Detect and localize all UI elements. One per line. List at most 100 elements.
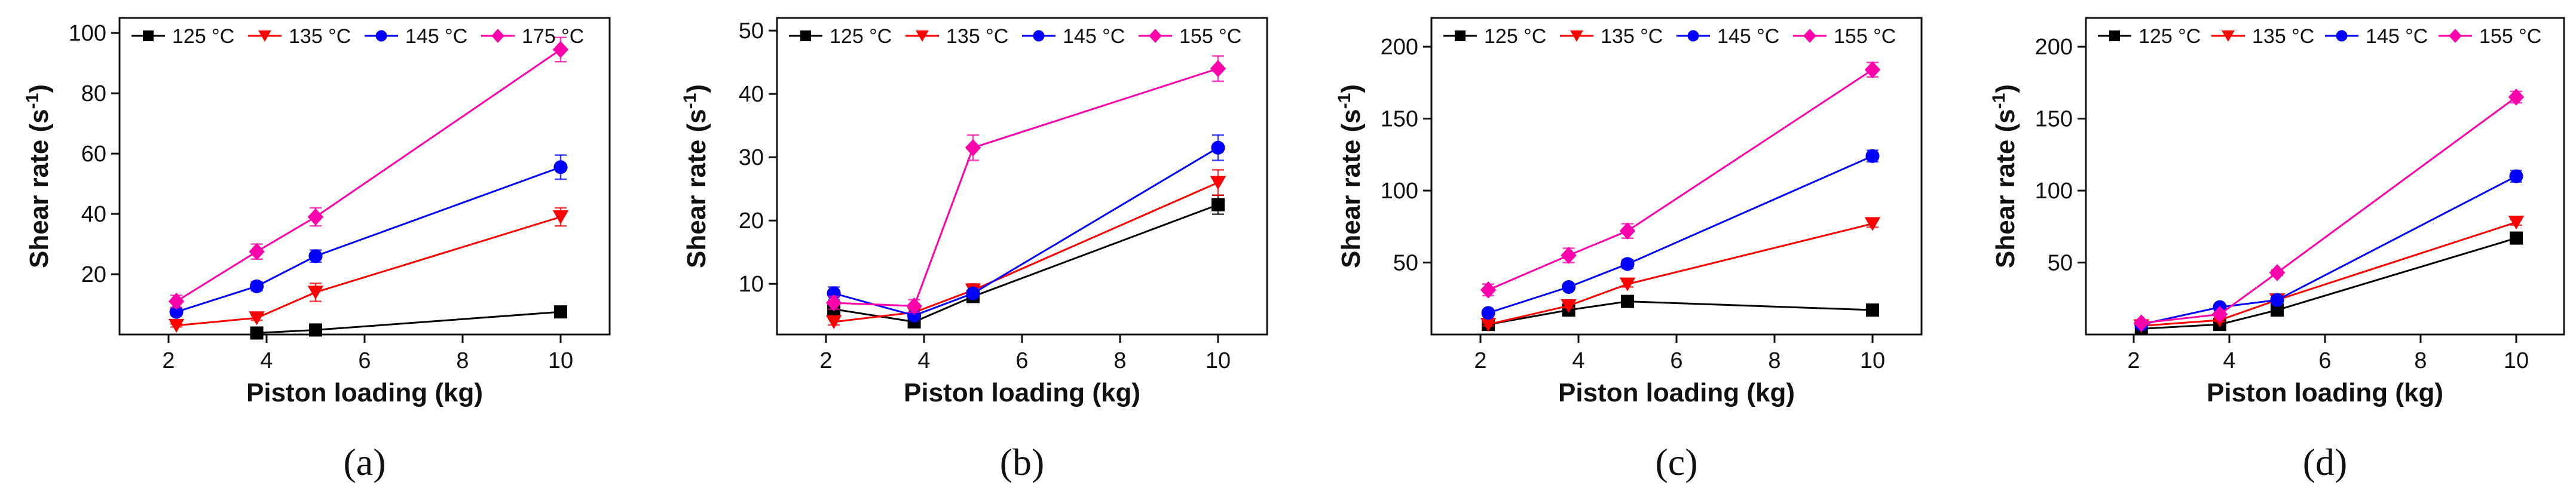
- x-tick-label: 10: [1206, 348, 1231, 373]
- series-line: [256, 311, 561, 334]
- x-axis-title: Piston loading (kg): [2207, 378, 2443, 407]
- data-point: [966, 286, 980, 300]
- y-tick-label: 20: [81, 262, 106, 287]
- data-point: [552, 41, 569, 59]
- legend-item: 125 °C: [1443, 25, 1546, 48]
- legend-label: 145 °C: [1717, 25, 1779, 48]
- series-145C: [2134, 169, 2523, 332]
- data-point: [554, 305, 567, 319]
- series-line: [1488, 223, 1873, 326]
- series-line: [1488, 155, 1873, 314]
- data-point: [2508, 216, 2525, 230]
- series-line: [176, 48, 561, 302]
- y-tick-label: 50: [2048, 251, 2073, 276]
- x-tick-label: 4: [260, 348, 273, 373]
- data-point: [2510, 231, 2523, 245]
- series-155C: [2133, 88, 2525, 332]
- legend-marker: [375, 30, 387, 42]
- data-point: [1864, 217, 1881, 231]
- panel-label: (d): [2303, 441, 2348, 483]
- series-line: [2141, 175, 2517, 326]
- x-tick-label: 2: [2127, 348, 2140, 373]
- series-line: [1488, 300, 1873, 326]
- legend-item: 155 °C: [1793, 25, 1896, 48]
- y-tick-label: 150: [2035, 107, 2073, 132]
- data-point: [2509, 169, 2523, 183]
- x-axis-title: Piston loading (kg): [246, 378, 483, 407]
- legend-label: 125 °C: [1484, 25, 1546, 48]
- x-tick-label: 2: [1474, 348, 1486, 373]
- panel-b: 2 4 6 8 10 10 20 30 40 50 Piston loading (kg) Shear…: [680, 17, 1268, 483]
- plot-frame: [1430, 17, 1923, 336]
- series-line: [833, 182, 1219, 323]
- legend-label: 125 °C: [2138, 25, 2201, 48]
- legend-label: 155 °C: [1179, 25, 1241, 48]
- series-145C: [1481, 149, 1880, 320]
- y-tick-label: 200: [1381, 35, 1418, 60]
- legend-item: 125 °C: [2098, 25, 2201, 48]
- legend-item: 125 °C: [131, 25, 234, 48]
- y-tick-label: 20: [739, 208, 764, 234]
- data-point: [1210, 176, 1226, 190]
- data-point: [1619, 277, 1636, 292]
- legend-marker: [1455, 30, 1466, 41]
- data-point: [250, 326, 264, 340]
- data-point: [307, 208, 324, 226]
- x-tick-label: 4: [917, 348, 930, 373]
- series-line: [2141, 96, 2517, 324]
- x-tick-label: 4: [1572, 348, 1584, 373]
- series-line: [176, 166, 561, 313]
- data-point: [2270, 293, 2284, 307]
- legend-marker: [491, 29, 504, 43]
- y-axis-title: Shear rate (s-1): [1989, 84, 2020, 268]
- legend-label: 135 °C: [1601, 25, 1663, 48]
- data-point: [965, 139, 981, 157]
- legend-item: 145 °C: [1022, 25, 1125, 48]
- data-point: [1481, 306, 1495, 320]
- data-point: [1561, 299, 1577, 313]
- y-tick-label: 50: [739, 19, 764, 44]
- legend-marker: [916, 30, 929, 42]
- y-axis-title: Shear rate (s-1): [23, 84, 54, 268]
- legend-item: 135 °C: [1560, 25, 1663, 48]
- data-point: [2133, 314, 2149, 332]
- x-tick-label: 6: [1670, 348, 1682, 373]
- y-tick-label: 60: [81, 142, 106, 167]
- y-tick-label: 100: [1381, 179, 1418, 204]
- y-tick-label: 80: [81, 81, 106, 106]
- legend-item: 145 °C: [1676, 25, 1779, 48]
- y-tick-label: 40: [81, 202, 106, 227]
- legend-label: 135 °C: [289, 25, 351, 48]
- data-point: [169, 305, 183, 319]
- legend-label: 135 °C: [2252, 25, 2314, 48]
- series-135C: [168, 207, 569, 333]
- panel-label: (c): [1655, 441, 1697, 483]
- y-tick-label: 200: [2035, 35, 2073, 60]
- data-point: [825, 315, 842, 329]
- data-point: [2269, 264, 2286, 281]
- plot-frame: [776, 17, 1268, 336]
- legend-label: 145 °C: [2366, 25, 2428, 48]
- data-point: [1561, 247, 1577, 264]
- legend-item: 145 °C: [365, 25, 467, 48]
- legend-label: 155 °C: [1834, 25, 1896, 48]
- series-line: [176, 216, 561, 327]
- data-point: [168, 318, 185, 333]
- series-125C: [250, 305, 567, 340]
- x-tick-label: 6: [358, 348, 371, 373]
- y-tick-label: 10: [739, 272, 764, 297]
- panel-label: (a): [343, 441, 386, 483]
- data-point: [249, 243, 265, 260]
- x-tick-label: 6: [2318, 348, 2331, 373]
- plot-frame: [2085, 17, 2565, 336]
- series-line: [2141, 237, 2517, 330]
- legend-label: 125 °C: [830, 25, 892, 48]
- legend-label: 135 °C: [946, 25, 1008, 48]
- legend-item: 145 °C: [2325, 25, 2428, 48]
- data-point: [553, 160, 568, 174]
- x-tick-label: 10: [548, 348, 573, 373]
- legend-item: 175 °C: [481, 25, 584, 48]
- data-point: [1621, 294, 1634, 308]
